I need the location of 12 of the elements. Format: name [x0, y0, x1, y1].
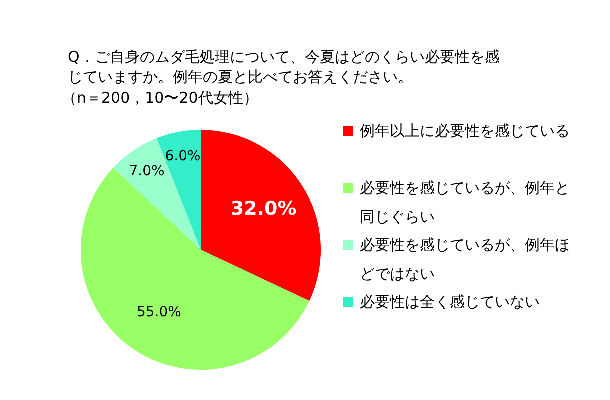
- data-label: 55.0%: [136, 304, 182, 321]
- data-label: 7.0%: [129, 164, 165, 180]
- pie-slice: [201, 130, 321, 302]
- data-label: 32.0%: [230, 198, 297, 220]
- legend-label: 必要性を感じているが、例年と同じぐらい: [360, 179, 570, 226]
- chart-subtitle: （n＝200，10〜20代女性）: [62, 89, 258, 107]
- pie-slice: [114, 138, 201, 250]
- legend-label: 必要性は全く感じていない: [360, 293, 540, 311]
- legend-label: 必要性を感じているが、例年ほどではない: [360, 236, 570, 283]
- chart-title: Q．ご自身のムダ毛処理について、今夏はどのくらい必要性を感じていますか。例年の夏と比べてお答えください。: [68, 48, 500, 86]
- data-label: 6.0%: [165, 148, 201, 165]
- legend-label: 例年以上に必要性を感じている: [360, 122, 570, 140]
